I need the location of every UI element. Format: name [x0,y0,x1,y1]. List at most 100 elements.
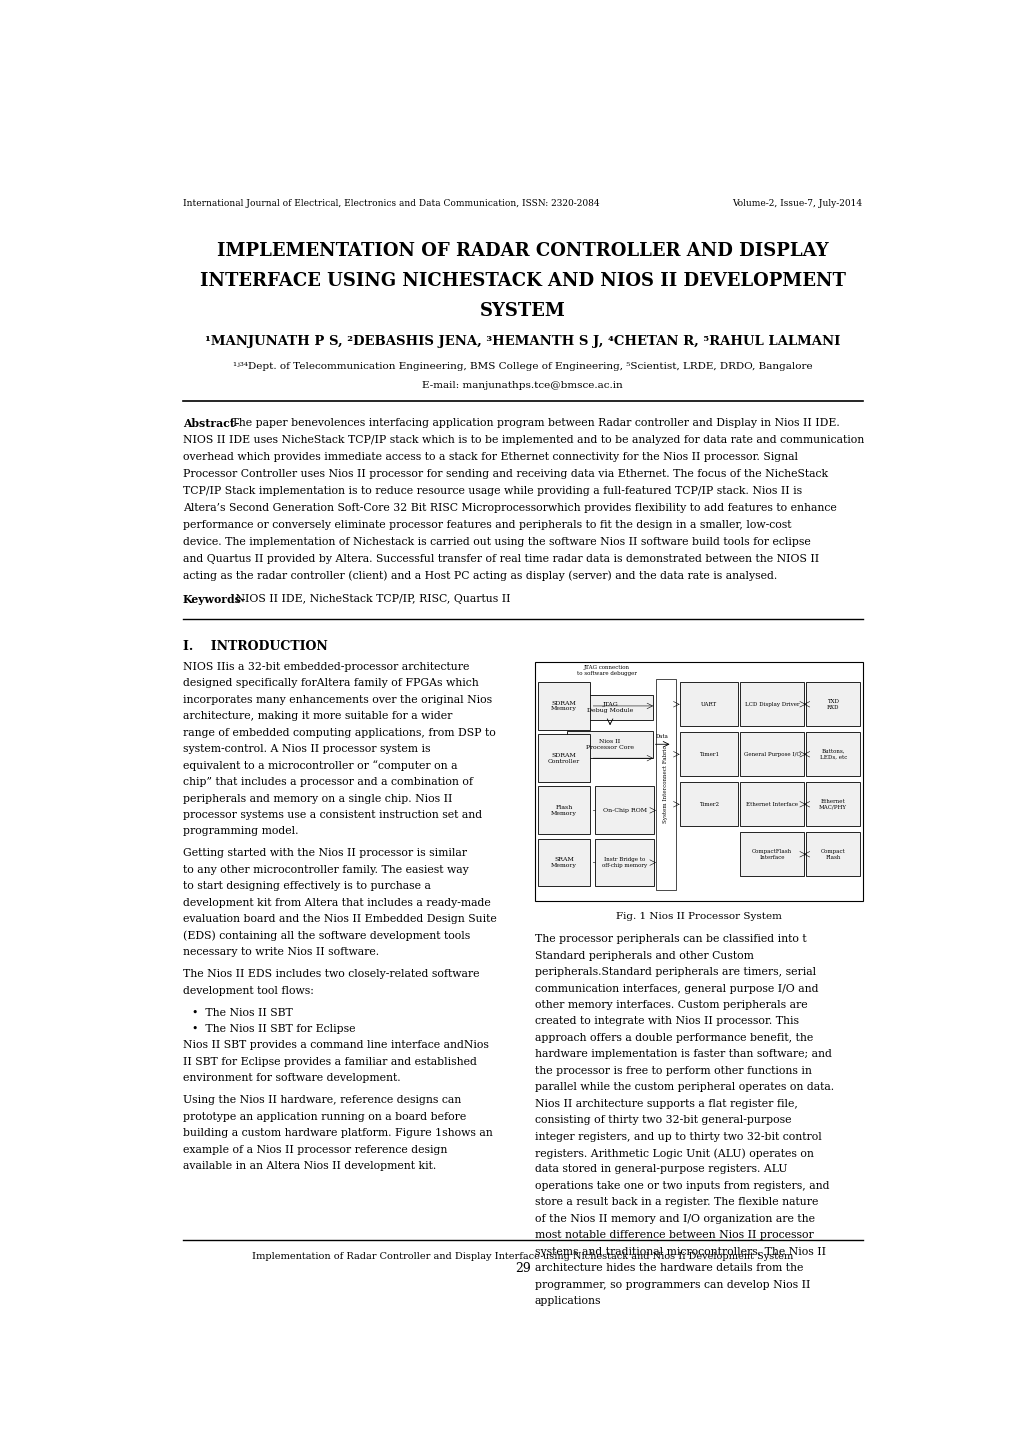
Text: to any other microcontroller family. The easiest way: to any other microcontroller family. The… [182,864,468,874]
Text: IMPLEMENTATION OF RADAR CONTROLLER AND DISPLAY: IMPLEMENTATION OF RADAR CONTROLLER AND D… [217,242,827,260]
Text: data stored in general-purpose registers. ALU: data stored in general-purpose registers… [534,1165,787,1175]
Text: peripherals and memory on a single chip. Nios II: peripherals and memory on a single chip.… [182,794,451,804]
Text: necessary to write Nios II software.: necessary to write Nios II software. [182,947,379,957]
Text: evaluation board and the Nios II Embedded Design Suite: evaluation board and the Nios II Embedde… [182,915,496,925]
Bar [567,732,652,758]
Text: International Journal of Electrical, Electronics and Data Communication, ISSN: 2: International Journal of Electrical, Ele… [182,199,599,208]
Bar [537,734,590,782]
Text: System Interconnect Fabric: System Interconnect Fabric [662,746,667,823]
Text: Nios II SBT provides a command line interface andNios: Nios II SBT provides a command line inte… [182,1040,488,1051]
Text: Timer1: Timer1 [698,752,718,756]
Text: to start designing effectively is to purchase a: to start designing effectively is to pur… [182,882,430,892]
Text: On-Chip ROM: On-Chip ROM [602,808,646,812]
Text: Nios II
Processor Core: Nios II Processor Core [586,739,634,750]
Text: applications: applications [534,1296,600,1306]
Text: acting as the radar controller (client) and a Host PC acting as display (server): acting as the radar controller (client) … [182,570,776,582]
Text: JTAG connection
to software debugger: JTAG connection to software debugger [576,665,636,677]
Text: performance or conversely eliminate processor features and peripherals to fit th: performance or conversely eliminate proc… [182,519,791,530]
Text: Getting started with the Nios II processor is similar: Getting started with the Nios II process… [182,848,467,859]
Bar [595,786,654,834]
Text: operations take one or two inputs from registers, and: operations take one or two inputs from r… [534,1180,828,1190]
Text: Fig. 1 Nios II Processor System: Fig. 1 Nios II Processor System [615,912,781,921]
Text: LCD Display Driver: LCD Display Driver [744,701,799,707]
Text: NIOS IIis a 32-bit embedded-processor architecture: NIOS IIis a 32-bit embedded-processor ar… [182,662,469,672]
Text: NIOS II IDE, NicheStack TCP/IP, RISC, Quartus II: NIOS II IDE, NicheStack TCP/IP, RISC, Qu… [231,595,510,605]
Text: programmer, so programmers can develop Nios II: programmer, so programmers can develop N… [534,1280,809,1290]
Text: 29: 29 [515,1263,530,1276]
Text: chip” that includes a processor and a combination of: chip” that includes a processor and a co… [182,778,473,788]
Text: Volume-2, Issue-7, July-2014: Volume-2, Issue-7, July-2014 [732,199,862,208]
Text: INTERFACE USING NICHESTACK AND NIOS II DEVELOPMENT: INTERFACE USING NICHESTACK AND NIOS II D… [200,273,845,290]
Text: II SBT for Eclipse provides a familiar and established: II SBT for Eclipse provides a familiar a… [182,1056,476,1066]
Text: incorporates many enhancements over the original Nios: incorporates many enhancements over the … [182,696,491,706]
Text: UART: UART [700,701,716,707]
Text: Nios II architecture supports a flat register file,: Nios II architecture supports a flat reg… [534,1098,797,1108]
Text: architecture hides the hardware details from the: architecture hides the hardware details … [534,1263,802,1273]
Text: TXD
RXD: TXD RXD [826,698,839,710]
Bar [740,732,803,776]
Text: SDRAM
Controller: SDRAM Controller [547,753,580,763]
Text: example of a Nios II processor reference design: example of a Nios II processor reference… [182,1144,446,1154]
Text: programming model.: programming model. [182,827,298,837]
Text: The Nios II EDS includes two closely-related software: The Nios II EDS includes two closely-rel… [182,970,479,980]
Bar [805,683,859,726]
Text: Implementation of Radar Controller and Display Interface using Nichestack and Ni: Implementation of Radar Controller and D… [252,1253,793,1261]
Text: created to integrate with Nios II processor. This: created to integrate with Nios II proces… [534,1016,798,1026]
Text: range of embedded computing applications, from DSP to: range of embedded computing applications… [182,727,495,737]
Bar [679,782,738,827]
Bar [537,838,590,886]
Text: store a result back in a register. The flexible nature: store a result back in a register. The f… [534,1198,817,1208]
Text: development kit from Altera that includes a ready-made: development kit from Altera that include… [182,898,490,908]
Text: SRAM
Memory: SRAM Memory [550,857,577,869]
Text: •  The Nios II SBT for Eclipse: • The Nios II SBT for Eclipse [193,1025,356,1035]
Text: system-control. A Nios II processor system is: system-control. A Nios II processor syst… [182,745,430,755]
Text: consisting of thirty two 32-bit general-purpose: consisting of thirty two 32-bit general-… [534,1115,791,1126]
Text: Abstract-: Abstract- [182,417,239,429]
Text: building a custom hardware platform. Figure 1shows an: building a custom hardware platform. Fig… [182,1128,492,1139]
Bar [805,732,859,776]
Text: Flash
Memory: Flash Memory [550,805,577,815]
Text: environment for software development.: environment for software development. [182,1074,400,1084]
Bar [595,838,654,886]
Text: SDRAM
Memory: SDRAM Memory [550,700,577,711]
Text: prototype an application running on a board before: prototype an application running on a bo… [182,1111,466,1121]
Text: hardware implementation is faster than software; and: hardware implementation is faster than s… [534,1049,830,1059]
Text: Buttons,
LEDs, etc: Buttons, LEDs, etc [818,749,846,759]
Text: systems and traditional microcontrollers. The Nios II: systems and traditional microcontrollers… [534,1247,824,1257]
Text: General Purpose I/O: General Purpose I/O [743,752,800,756]
Text: processor systems use a consistent instruction set and: processor systems use a consistent instr… [182,810,482,820]
Text: designed specifically forAltera family of FPGAs which: designed specifically forAltera family o… [182,678,478,688]
Text: peripherals.Standard peripherals are timers, serial: peripherals.Standard peripherals are tim… [534,967,815,977]
Text: available in an Altera Nios II development kit.: available in an Altera Nios II developme… [182,1162,436,1172]
Bar [740,683,803,726]
Text: Compact
Flash: Compact Flash [820,848,845,860]
Text: ¹ʲ³⁴Dept. of Telecommunication Engineering, BMS College of Engineering, ⁵Scienti: ¹ʲ³⁴Dept. of Telecommunication Engineeri… [232,362,812,371]
Text: parallel while the custom peripheral operates on data.: parallel while the custom peripheral ope… [534,1082,833,1092]
Text: Timer2: Timer2 [698,802,718,807]
Text: Altera’s Second Generation Soft-Core 32 Bit RISC Microprocessorwhich provides fl: Altera’s Second Generation Soft-Core 32 … [182,502,836,512]
Bar [537,786,590,834]
Text: Instr Bridge to
off-chip memory: Instr Bridge to off-chip memory [601,857,647,869]
Text: (EDS) containing all the software development tools: (EDS) containing all the software develo… [182,931,470,941]
Text: Keywords-: Keywords- [182,595,247,605]
Bar [655,678,675,890]
Bar [679,732,738,776]
Text: Processor Controller uses Nios II processor for sending and receiving data via E: Processor Controller uses Nios II proces… [182,469,827,479]
Text: ¹MANJUNATH P S, ²DEBASHIS JENA, ³HEMANTH S J, ⁴CHETAN R, ⁵RAHUL LALMANI: ¹MANJUNATH P S, ²DEBASHIS JENA, ³HEMANTH… [205,335,840,348]
Text: and Quartus II provided by Altera. Successful transfer of real time radar data i: and Quartus II provided by Altera. Succe… [182,554,818,564]
Text: of the Nios II memory and I/O organization are the: of the Nios II memory and I/O organizati… [534,1214,814,1224]
Bar [537,683,590,730]
Text: development tool flows:: development tool flows: [182,986,314,996]
Text: other memory interfaces. Custom peripherals are: other memory interfaces. Custom peripher… [534,1000,806,1010]
Text: architecture, making it more suitable for a wider: architecture, making it more suitable fo… [182,711,451,722]
Text: E-mail: manjunathps.tce@bmsce.ac.in: E-mail: manjunathps.tce@bmsce.ac.in [422,381,623,390]
Bar [805,833,859,876]
Text: registers. Arithmetic Logic Unit (ALU) operates on: registers. Arithmetic Logic Unit (ALU) o… [534,1149,813,1159]
Text: The processor peripherals can be classified into t: The processor peripherals can be classif… [534,934,805,944]
Text: The paper benevolences interfacing application program between Radar controller : The paper benevolences interfacing appli… [227,417,839,427]
Text: most notable difference between Nios II processor: most notable difference between Nios II … [534,1231,812,1241]
Text: communication interfaces, general purpose I/O and: communication interfaces, general purpos… [534,984,817,994]
Text: I.    INTRODUCTION: I. INTRODUCTION [182,639,327,652]
Text: the processor is free to perform other functions in: the processor is free to perform other f… [534,1066,811,1076]
Text: equivalent to a microcontroller or “computer on a: equivalent to a microcontroller or “comp… [182,760,457,772]
